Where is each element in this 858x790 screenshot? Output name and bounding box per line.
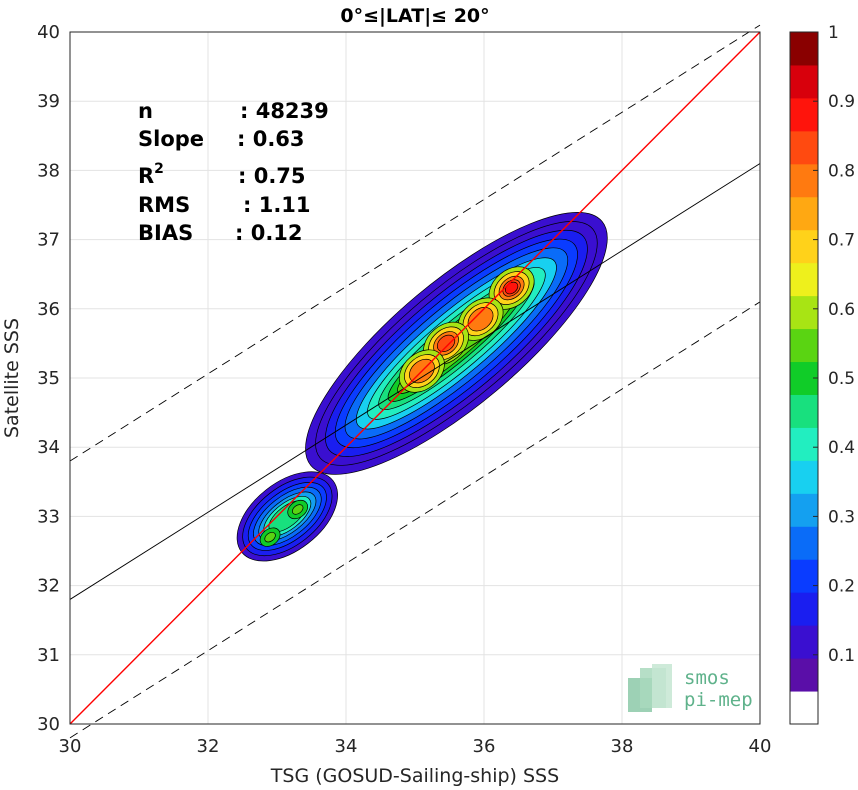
density-peak	[436, 334, 456, 353]
colorbar-segment	[790, 262, 818, 297]
y-tick-label: 40	[37, 22, 60, 43]
logo-text-smos: smos	[684, 667, 730, 689]
density-peak	[467, 307, 494, 332]
colorbar-segment	[790, 592, 818, 626]
stat-value: : 48239	[240, 99, 329, 123]
stat-label: BIAS	[138, 221, 193, 245]
colorbar-tick-label: 0.6	[828, 300, 855, 320]
y-tick-label: 37	[37, 230, 60, 251]
y-tick-label: 33	[37, 506, 60, 527]
stat-value: : 0.63	[237, 127, 305, 151]
colorbar-segment	[790, 460, 818, 494]
y-tick-label: 36	[37, 299, 60, 320]
regression-line	[69, 163, 761, 600]
density-cluster-low	[236, 471, 338, 562]
colorbar-segment	[790, 163, 818, 198]
colorbar-segment	[790, 130, 818, 165]
colorbar-segment	[790, 295, 818, 330]
colorbar-tick-label: 0.3	[828, 507, 855, 527]
colorbar-tick-label: 0.9	[828, 92, 855, 112]
colorbar-segment	[790, 559, 818, 593]
colorbar-segment	[790, 427, 818, 461]
colorbar-tick-label: 0.2	[828, 577, 855, 597]
y-axis-label: Satellite SSS	[1, 318, 23, 438]
x-tick-label: 40	[749, 736, 772, 757]
colorbar-tick-label: 0.8	[828, 161, 855, 181]
plot-area: smos pi-mep	[69, 24, 761, 739]
x-tick-labels: 30 32 34 36 38 40	[59, 736, 772, 757]
x-tick-label: 34	[335, 736, 358, 757]
x-tick-label: 30	[59, 736, 82, 757]
colorbar-tick-label: 1	[828, 23, 839, 43]
density-peak	[292, 504, 304, 515]
colorbar-segment	[790, 493, 818, 527]
y-tick-label: 38	[37, 160, 60, 181]
reference-lines	[69, 24, 761, 739]
density-peak	[264, 531, 276, 543]
stat-value: : 0.75	[238, 164, 306, 188]
stat-label: n	[138, 99, 153, 123]
smos-pi-mep-logo: smos pi-mep	[628, 664, 753, 712]
y-tick-label: 31	[37, 645, 60, 666]
colorbar-segment	[790, 394, 818, 428]
colorbar-segment	[790, 526, 818, 560]
logo-mark-3	[652, 664, 672, 708]
stat-label: RMS	[138, 193, 190, 217]
stat-value: : 1.11	[243, 193, 311, 217]
colorbar-segment	[790, 229, 818, 264]
colorbar-segment	[790, 691, 818, 725]
stat-value: : 0.12	[235, 221, 303, 245]
y-tick-label: 35	[37, 368, 60, 389]
colorbar-segment	[790, 625, 818, 659]
upper-dashed-line	[69, 24, 761, 462]
y-tick-label: 34	[37, 437, 60, 458]
lower-dashed-line	[69, 301, 761, 739]
colorbar-tick-label: 0.5	[828, 369, 855, 389]
stat-label: Slope	[138, 127, 204, 151]
y-tick-labels: 30 31 32 33 34 35 36 37 38 39 40	[37, 22, 60, 735]
x-tick-label: 36	[473, 736, 496, 757]
colorbar-segment	[790, 196, 818, 231]
chart-title: 0°≤|LAT|≤ 20°	[340, 5, 489, 27]
colorbar-tick-label: 0.4	[828, 438, 855, 458]
colorbar-tick-label: 0.7	[828, 231, 855, 251]
colorbar-segment	[790, 328, 818, 363]
stat-superscript: 2	[154, 161, 164, 177]
colorbar-segment	[790, 97, 818, 132]
x-tick-label: 38	[611, 736, 634, 757]
plot-frame	[69, 31, 761, 725]
one-to-one-line	[69, 31, 761, 725]
colorbar-segment	[790, 64, 818, 99]
y-tick-label: 32	[37, 576, 60, 597]
y-tick-label: 39	[37, 91, 60, 112]
x-axis-label: TSG (GOSUD-Sailing-ship) SSS	[270, 765, 559, 787]
y-tick-label: 30	[37, 714, 60, 735]
logo-text-pi-mep: pi-mep	[684, 689, 753, 711]
colorbar-segment	[790, 658, 818, 692]
colorbar-segment	[790, 32, 818, 66]
colorbar: 0.1 0.2 0.3 0.4 0.5 0.6 0.7 0.8 0.9 1	[789, 23, 855, 725]
x-tick-label: 32	[197, 736, 220, 757]
colorbar-tick-label: 0.1	[828, 646, 855, 666]
